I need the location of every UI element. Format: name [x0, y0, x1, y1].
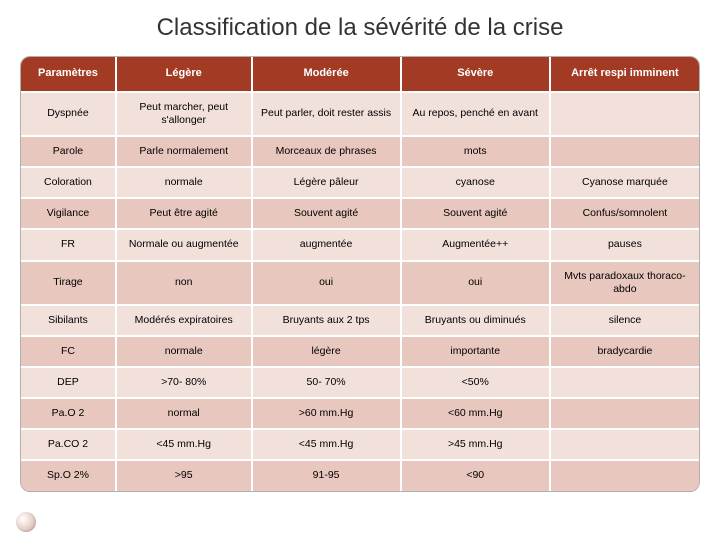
cell: Souvent agité: [401, 198, 550, 229]
table-row: DEP >70- 80% 50- 70% <50%: [21, 367, 699, 398]
cell: FC: [21, 336, 116, 367]
cell: Modérés expiratoires: [116, 305, 252, 336]
cell: >70- 80%: [116, 367, 252, 398]
table-header-row: Paramètres Légère Modérée Sévère Arrêt r…: [21, 57, 699, 92]
cell: Dyspnée: [21, 92, 116, 136]
cell: Normale ou augmentée: [116, 229, 252, 260]
cell: Parole: [21, 136, 116, 167]
cell: <45 mm.Hg: [116, 429, 252, 460]
cell: Augmentée++: [401, 229, 550, 260]
cell: Mvts paradoxaux thoraco-abdo: [550, 261, 699, 305]
cell: Pa.O 2: [21, 398, 116, 429]
cell: Bruyants ou diminués: [401, 305, 550, 336]
bullet-icon: [16, 512, 36, 532]
cell: [550, 136, 699, 167]
cell: >60 mm.Hg: [252, 398, 401, 429]
cell: normal: [116, 398, 252, 429]
cell: Légère pâleur: [252, 167, 401, 198]
cell: importante: [401, 336, 550, 367]
table-row: Sibilants Modérés expiratoires Bruyants …: [21, 305, 699, 336]
cell: 50- 70%: [252, 367, 401, 398]
cell: DEP: [21, 367, 116, 398]
cell: pauses: [550, 229, 699, 260]
cell: non: [116, 261, 252, 305]
cell: Confus/somnolent: [550, 198, 699, 229]
table-row: Coloration normale Légère pâleur cyanose…: [21, 167, 699, 198]
cell: [550, 92, 699, 136]
cell: Sp.O 2%: [21, 460, 116, 490]
slide-title: Classification de la sévérité de la cris…: [0, 0, 720, 52]
cell: Au repos, penché en avant: [401, 92, 550, 136]
cell: [550, 460, 699, 490]
table-row: Tirage non oui oui Mvts paradoxaux thora…: [21, 261, 699, 305]
cell: Peut être agité: [116, 198, 252, 229]
cell: oui: [401, 261, 550, 305]
col-header: Sévère: [401, 57, 550, 92]
cell: <50%: [401, 367, 550, 398]
cell: Cyanose marquée: [550, 167, 699, 198]
cell: Morceaux de phrases: [252, 136, 401, 167]
cell: 91-95: [252, 460, 401, 490]
cell: Peut parler, doit rester assis: [252, 92, 401, 136]
col-header: Légère: [116, 57, 252, 92]
cell: [550, 429, 699, 460]
cell: Peut marcher, peut s'allonger: [116, 92, 252, 136]
cell: Sibilants: [21, 305, 116, 336]
cell: mots: [401, 136, 550, 167]
col-header: Paramètres: [21, 57, 116, 92]
cell: <45 mm.Hg: [252, 429, 401, 460]
slide-container: Classification de la sévérité de la cris…: [0, 0, 720, 540]
table-row: Vigilance Peut être agité Souvent agité …: [21, 198, 699, 229]
cell: silence: [550, 305, 699, 336]
col-header: Arrêt respi imminent: [550, 57, 699, 92]
cell: Souvent agité: [252, 198, 401, 229]
severity-table-wrap: Paramètres Légère Modérée Sévère Arrêt r…: [20, 56, 700, 492]
cell: <60 mm.Hg: [401, 398, 550, 429]
cell: <90: [401, 460, 550, 490]
cell: Tirage: [21, 261, 116, 305]
cell: Vigilance: [21, 198, 116, 229]
cell: normale: [116, 167, 252, 198]
table-row: FC normale légère importante bradycardie: [21, 336, 699, 367]
cell: Parle normalement: [116, 136, 252, 167]
table-row: Pa.O 2 normal >60 mm.Hg <60 mm.Hg: [21, 398, 699, 429]
cell: oui: [252, 261, 401, 305]
cell: cyanose: [401, 167, 550, 198]
cell: Pa.CO 2: [21, 429, 116, 460]
cell: normale: [116, 336, 252, 367]
cell: Coloration: [21, 167, 116, 198]
cell: augmentée: [252, 229, 401, 260]
table-row: Pa.CO 2 <45 mm.Hg <45 mm.Hg >45 mm.Hg: [21, 429, 699, 460]
table-row: FR Normale ou augmentée augmentée Augmen…: [21, 229, 699, 260]
cell: >95: [116, 460, 252, 490]
cell: FR: [21, 229, 116, 260]
cell: Bruyants aux 2 tps: [252, 305, 401, 336]
cell: légère: [252, 336, 401, 367]
col-header: Modérée: [252, 57, 401, 92]
cell: >45 mm.Hg: [401, 429, 550, 460]
cell: [550, 367, 699, 398]
table-row: Dyspnée Peut marcher, peut s'allonger Pe…: [21, 92, 699, 136]
table-row: Sp.O 2% >95 91-95 <90: [21, 460, 699, 490]
table-body: Dyspnée Peut marcher, peut s'allonger Pe…: [21, 92, 699, 491]
severity-table: Paramètres Légère Modérée Sévère Arrêt r…: [21, 57, 699, 491]
cell: bradycardie: [550, 336, 699, 367]
cell: [550, 398, 699, 429]
table-row: Parole Parle normalement Morceaux de phr…: [21, 136, 699, 167]
